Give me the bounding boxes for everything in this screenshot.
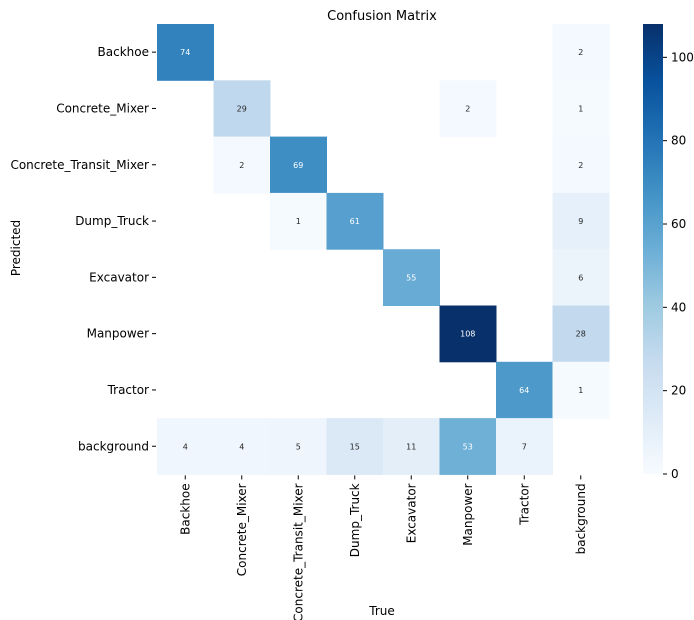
cell-value-label: 1 xyxy=(578,386,583,395)
cell-value-label: 108 xyxy=(460,330,475,339)
heatmap-cell xyxy=(157,418,214,475)
cell-value-label: 28 xyxy=(576,330,586,339)
heatmap-cell xyxy=(552,192,610,250)
x-tick-label: background xyxy=(574,483,588,554)
x-tick-labels: Backhoe Concrete_Mixer Concrete_Transit_Mi… xyxy=(178,475,588,620)
heatmap-cell xyxy=(439,418,497,475)
heatmap-cell xyxy=(552,305,610,363)
heatmap-cell xyxy=(213,418,271,475)
cell-value-label: 55 xyxy=(406,273,416,282)
heatmap-cell xyxy=(552,249,610,306)
heatmap-cell xyxy=(270,192,327,250)
y-tick-label: background xyxy=(78,439,149,453)
y-tick-label: Manpower xyxy=(87,327,149,341)
heatmap-cell xyxy=(439,305,497,363)
colorbar-tick-label: 40 xyxy=(671,300,686,314)
y-tick-label: Excavator xyxy=(89,270,149,284)
colorbar-tick-label: 60 xyxy=(671,217,686,231)
y-axis-label: Predicted xyxy=(9,220,23,276)
heatmap-cell xyxy=(157,24,214,81)
heatmap-cell xyxy=(496,361,553,419)
colorbar-tick-label: 80 xyxy=(671,134,686,148)
y-tick-labels: Backhoe Concrete_Mixer Concrete_Transit_Mi… xyxy=(10,45,156,453)
x-tick-label: Backhoe xyxy=(178,483,192,534)
cell-value-label: 1 xyxy=(296,217,301,226)
heatmap-cell xyxy=(552,24,610,81)
heatmap-cell xyxy=(552,136,610,194)
x-axis-label: True xyxy=(368,604,395,618)
y-tick-label: Backhoe xyxy=(98,45,149,59)
cell-value-label: 2 xyxy=(465,104,470,113)
heatmap-cell xyxy=(552,361,610,419)
cell-value-label: 7 xyxy=(522,442,527,451)
cell-value-label: 2 xyxy=(578,48,583,57)
heatmap-cell xyxy=(552,80,610,138)
y-tick-label: Concrete_Transit_Mixer xyxy=(10,158,149,172)
colorbar-gradient xyxy=(643,24,663,474)
cell-value-label: 69 xyxy=(293,161,303,170)
y-tick-label: Dump_Truck xyxy=(75,214,149,228)
heatmap-cell xyxy=(270,418,327,475)
heatmap-cell xyxy=(496,418,553,475)
y-tick-label: Tractor xyxy=(107,383,149,397)
heatmap-cell xyxy=(383,418,440,475)
x-tick-label: Excavator xyxy=(404,483,418,543)
cell-value-label: 74 xyxy=(180,48,190,57)
heatmap-cell xyxy=(383,249,440,306)
cell-value-label: 53 xyxy=(463,442,473,451)
cell-value-label: 4 xyxy=(239,442,244,451)
cell-value-label: 15 xyxy=(350,442,360,451)
heatmap-cells: 74 2 29 2 1 2 69 2 1 61 9 55 6 108 28 64 1 4 4 5 15 11 53 7 xyxy=(157,24,610,475)
colorbar: 0 20 40 60 80 100 xyxy=(643,24,694,481)
x-tick-label: Manpower xyxy=(461,483,475,545)
cell-value-label: 11 xyxy=(406,442,416,451)
heatmap-cell xyxy=(326,418,384,475)
heatmap-cell xyxy=(439,80,497,138)
x-tick-label: Tractor xyxy=(517,483,531,525)
colorbar-tick-label: 100 xyxy=(671,50,694,64)
heatmap-cell xyxy=(213,80,271,138)
cell-value-label: 4 xyxy=(183,442,188,451)
cell-value-label: 2 xyxy=(578,161,583,170)
cell-value-label: 1 xyxy=(578,104,583,113)
colorbar-tick-label: 0 xyxy=(671,467,679,481)
cell-value-label: 6 xyxy=(578,273,583,282)
cell-value-label: 64 xyxy=(519,386,529,395)
cell-value-label: 61 xyxy=(350,217,360,226)
colorbar-tick-label: 20 xyxy=(671,384,686,398)
cell-value-label: 29 xyxy=(237,104,247,113)
cell-value-label: 2 xyxy=(239,161,244,170)
cell-value-label: 9 xyxy=(578,217,583,226)
heatmap-cell xyxy=(213,136,271,194)
x-tick-label: Concrete_Mixer xyxy=(235,483,249,576)
heatmap-cell xyxy=(326,192,384,250)
x-tick-label: Dump_Truck xyxy=(348,483,362,557)
x-tick-label: Concrete_Transit_Mixer xyxy=(291,483,305,620)
cell-value-label: 5 xyxy=(296,442,301,451)
heatmap-cell xyxy=(270,136,327,194)
y-tick-label: Concrete_Mixer xyxy=(56,101,149,115)
chart-title: Confusion Matrix xyxy=(327,9,437,24)
